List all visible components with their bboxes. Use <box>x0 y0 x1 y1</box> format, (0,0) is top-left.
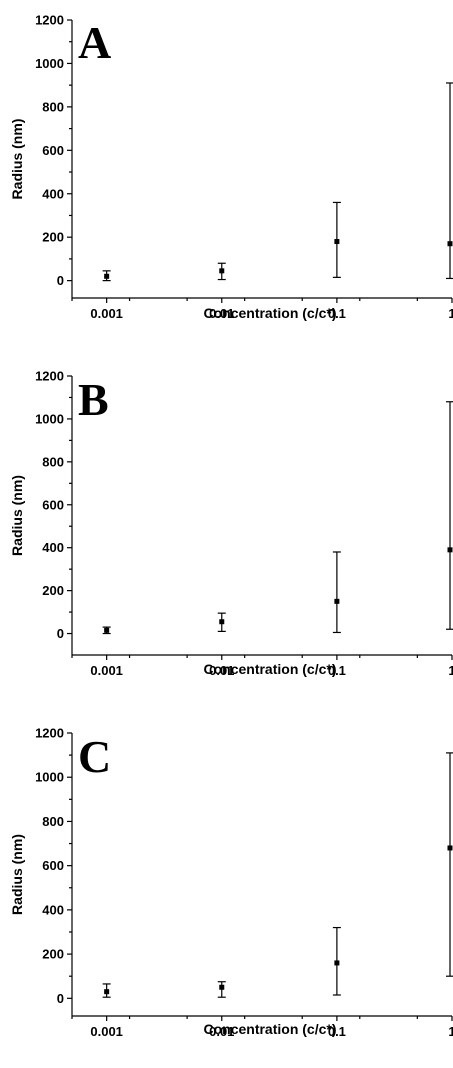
panel-b-y-tick-label: 800 <box>42 454 64 469</box>
panel-b-x-tick-label: 0.1 <box>328 663 346 678</box>
panel-b-y-tick-label: 0 <box>57 626 64 641</box>
panel-c-y-axis-label: Radius (nm) <box>9 834 25 915</box>
panel-b-data-point <box>104 627 110 633</box>
panel-b-data-point <box>334 598 340 604</box>
panel-a-data-point <box>104 273 110 279</box>
panel-b-y-tick-label: 1200 <box>35 369 64 384</box>
panel-a-y-tick-label: 0 <box>57 273 64 288</box>
panel-c-y-tick-label: 200 <box>42 947 64 962</box>
panel-a-letter: A <box>78 17 111 68</box>
panel-c-data-point <box>447 845 453 851</box>
panel-c-x-tick-label: 0.1 <box>328 1024 346 1039</box>
panel-c-y-tick-label: 1000 <box>35 770 64 785</box>
panel-c-y-tick-label: 800 <box>42 814 64 829</box>
panel-b-letter: B <box>78 374 109 425</box>
panel-c-y-tick-label: 600 <box>42 858 64 873</box>
panel-a-data-point <box>219 268 225 274</box>
panel-b-data-point <box>219 619 225 625</box>
panel-c-data-point <box>104 989 110 995</box>
panel-a-y-tick-label: 800 <box>42 99 64 114</box>
panel-c-x-tick-label: 1 <box>448 1024 453 1039</box>
chart-panel-c: 0 200 400 600 800 1000 1200 0.001 0.01 0.1 1 Concen… <box>9 726 453 1039</box>
panel-a-x-axis-label: Concentration (c/c*) <box>203 305 336 321</box>
chart-panel-b: 0 200 400 600 800 1000 1200 0.001 0.01 0.1 1 Concen… <box>9 369 453 678</box>
panel-a-data-point <box>334 239 340 245</box>
panel-a-y-tick-label: 1000 <box>35 56 64 71</box>
panel-c-letter: C <box>78 731 111 782</box>
panel-b-data-point <box>447 547 453 553</box>
panel-b-y-axis-label: Radius (nm) <box>9 475 25 556</box>
panel-a-x-tick-label: 0.001 <box>90 306 123 321</box>
panel-a-y-tick-label: 1200 <box>35 13 64 28</box>
panel-b-x-tick-label: 1 <box>448 663 453 678</box>
panel-a-x-tick-label: 0.01 <box>209 306 234 321</box>
panel-c-x-tick-label: 0.001 <box>90 1024 123 1039</box>
panel-b-x-axis-label: Concentration (c/c*) <box>203 661 336 677</box>
panel-c-x-tick-label: 0.01 <box>209 1024 234 1039</box>
panel-b-y-tick-label: 600 <box>42 497 64 512</box>
panel-b-x-tick-label: 0.01 <box>209 663 234 678</box>
panel-b-y-tick-label: 200 <box>42 583 64 598</box>
panel-c-y-tick-label: 400 <box>42 902 64 917</box>
panel-c-data-point <box>219 984 225 990</box>
panel-c-y-tick-label: 1200 <box>35 726 64 741</box>
panel-b-y-tick-label: 400 <box>42 540 64 555</box>
panel-c-y-tick-label: 0 <box>57 991 64 1006</box>
panel-a-y-axis-label: Radius (nm) <box>9 119 25 200</box>
chart-panel-a: 0 200 400 600 800 1000 1200 0.001 0.01 0.1 1 Concen… <box>9 13 453 321</box>
panel-a-y-tick-label: 400 <box>42 186 64 201</box>
panel-a-data-point <box>447 241 453 247</box>
panel-a-y-tick-label: 600 <box>42 143 64 158</box>
panel-b-x-tick-label: 0.001 <box>90 663 123 678</box>
panel-a-x-tick-label: 0.1 <box>328 306 346 321</box>
panel-a-x-tick-label: 1 <box>448 306 453 321</box>
panel-c-x-axis-label: Concentration (c/c*) <box>203 1021 336 1037</box>
panel-c-data-point <box>334 960 340 966</box>
panel-a-y-tick-label: 200 <box>42 230 64 245</box>
panel-b-y-tick-label: 1000 <box>35 411 64 426</box>
